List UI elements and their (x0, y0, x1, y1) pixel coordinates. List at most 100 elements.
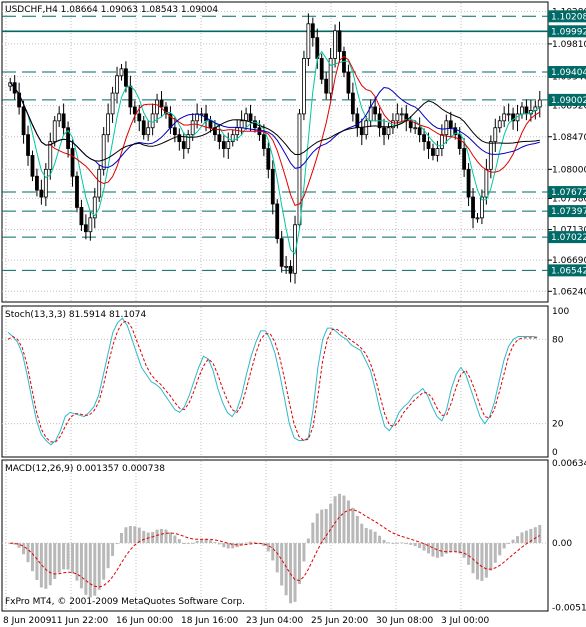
macd-bar (240, 543, 244, 546)
candle-body (435, 148, 440, 156)
macd-bar (30, 543, 34, 572)
price-tick-label: 1.08000 (552, 165, 586, 175)
macd-bar (168, 532, 172, 544)
candle-body (408, 120, 413, 129)
time-label: 16 Jun 00:00 (116, 616, 173, 626)
macd-bar (44, 543, 48, 589)
macd-bar (386, 542, 390, 544)
candle-body (132, 106, 137, 115)
macd-bar (297, 543, 301, 584)
candle-body (284, 265, 289, 268)
macd-bar (480, 543, 484, 581)
macd-bar (244, 542, 248, 544)
candle-body (537, 99, 542, 108)
macd-bar (97, 543, 101, 590)
candle-body (484, 168, 489, 198)
macd-bar (471, 543, 475, 574)
macd-bar (302, 543, 306, 562)
macd-bar (155, 529, 159, 544)
candle-body (230, 134, 235, 143)
macd-bar (391, 543, 395, 545)
macd-bar (373, 531, 377, 544)
candle-body (506, 113, 511, 116)
candle-body (115, 75, 119, 94)
time-label: 11 Jun 22:00 (51, 616, 108, 626)
macd-bar (524, 530, 528, 544)
macd-bar (222, 543, 226, 548)
macd-bar (124, 527, 128, 544)
macd-bar (413, 543, 417, 547)
candle-body (293, 224, 297, 274)
macd-bar (435, 543, 439, 558)
candle-body (146, 127, 151, 136)
macd-bar (493, 543, 497, 563)
macd-bar (84, 543, 88, 595)
stochastic-lines (7, 317, 538, 446)
candle-body (355, 113, 360, 129)
candle-body (524, 106, 529, 115)
candle-body (337, 30, 342, 52)
candle-body (448, 120, 453, 129)
macd-bar (62, 543, 66, 570)
macd-bar (449, 543, 453, 553)
level-label: 1.10208 (551, 12, 586, 22)
macd-bar (71, 543, 75, 574)
level-label: 1.09002 (551, 96, 586, 106)
level-label-bg (548, 186, 586, 199)
macd-bar (173, 535, 177, 544)
macd-bar (115, 543, 119, 545)
macd-bar (520, 532, 524, 544)
price-tick-label: 1.06240 (552, 287, 586, 297)
candle-body (181, 141, 186, 149)
macd-bar (226, 543, 230, 549)
candle-body (106, 113, 111, 136)
macd-bar (444, 543, 448, 554)
level-label: 1.06542 (551, 266, 586, 276)
stoch-tick-label: 20 (552, 420, 564, 430)
macd-bar (293, 543, 297, 602)
macd-bar (195, 540, 199, 544)
time-label: 25 Jun 20:00 (311, 616, 368, 626)
level-label: 1.09404 (551, 68, 586, 78)
macd-bar (507, 542, 511, 544)
macd-bar (333, 496, 337, 544)
candle-body (101, 134, 106, 170)
candle-body (288, 265, 293, 274)
candle-body (364, 120, 369, 136)
macd-bar (204, 539, 208, 544)
stoch-line (7, 317, 538, 446)
macd-bar (164, 529, 168, 544)
stoch-tick-label: 100 (552, 307, 569, 317)
ma-line (9, 55, 541, 207)
macd-bar (275, 543, 279, 573)
macd-bar (382, 539, 386, 544)
macd-bar (151, 531, 155, 544)
macd-bar (66, 543, 70, 570)
moving-averages (9, 50, 541, 255)
candle-body (395, 113, 400, 122)
macd-bar (182, 543, 186, 545)
macd-bar (422, 543, 426, 551)
candle-body (235, 127, 240, 136)
candle-body (488, 141, 493, 170)
macd-bar (360, 523, 364, 544)
macd-bar (93, 543, 97, 596)
macd-bar (533, 527, 537, 544)
macd-bar (462, 543, 466, 558)
candle-body (88, 217, 93, 233)
candle-body (61, 113, 66, 129)
candle-body (119, 68, 124, 77)
candle-body (124, 68, 128, 87)
candle-body (346, 71, 351, 94)
candle-body (520, 106, 524, 115)
copyright-text: FxPro MT4, © 2001-2009 MetaQuotes Softwa… (5, 597, 245, 607)
candle-body (150, 113, 155, 129)
level-label-bg (548, 10, 586, 23)
macd-header: MACD(12,26,9) 0.001357 0.000738 (5, 464, 165, 474)
macd-bar (186, 543, 190, 545)
level-labels: 1.10208 1.09992 1.09404 1.09002 1.07672 1.073… (548, 10, 586, 277)
candle-body (30, 155, 35, 177)
candle-body (315, 37, 320, 59)
candle-body (302, 58, 306, 115)
macd-bar (111, 543, 115, 556)
